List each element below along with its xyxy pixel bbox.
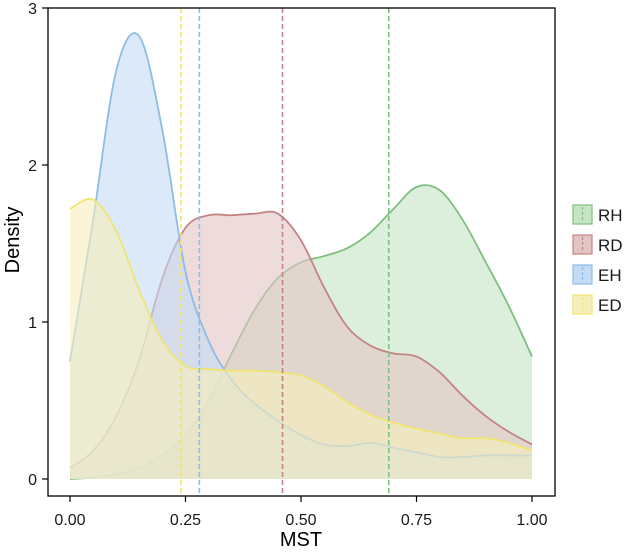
x-tick-label: 1.00 — [516, 512, 547, 529]
plot-area — [69, 32, 533, 480]
legend: RH RD EH ED — [572, 204, 623, 315]
x-tick-label: 0.00 — [54, 512, 85, 529]
density-area-ed — [70, 198, 532, 479]
legend-label-ed: ED — [598, 296, 622, 315]
x-tick-label: 0.25 — [170, 512, 201, 529]
y-axis-ticks: 0 1 2 3 — [28, 1, 48, 489]
y-axis-title: Density — [2, 207, 24, 274]
y-tick-label: 2 — [28, 158, 37, 175]
x-tick-label: 0.75 — [401, 512, 432, 529]
x-axis-title: MST — [280, 529, 322, 551]
mean-lines — [180, 8, 390, 496]
density-line-ed — [69, 197, 533, 452]
legend-label-rh: RH — [598, 206, 623, 225]
legend-label-rd: RD — [598, 236, 623, 255]
x-axis-ticks: 0.00 0.25 0.50 0.75 1.00 — [54, 496, 548, 529]
y-tick-label: 3 — [28, 1, 37, 18]
y-tick-label: 0 — [28, 472, 37, 489]
y-tick-label: 1 — [28, 315, 37, 332]
legend-label-eh: EH — [598, 266, 622, 285]
x-tick-label: 0.50 — [285, 512, 316, 529]
